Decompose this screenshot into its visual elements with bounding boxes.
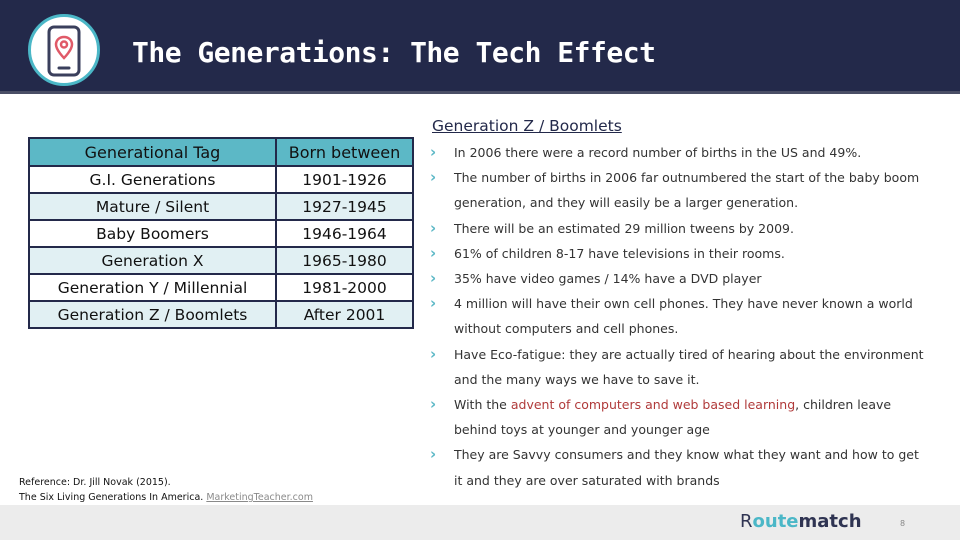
list-item: › The number of births in 2006 far outnum… [430, 165, 930, 215]
bullet-text: 61% of children 8-17 have televisions in… [454, 245, 785, 261]
generations-table: Generational Tag Born between G.I. Gener… [28, 137, 414, 329]
chevron-right-icon: › [430, 445, 437, 464]
chevron-right-icon: › [430, 344, 437, 363]
bullet-text: The number of births in 2006 far outnumb… [454, 170, 920, 211]
bullet-text: Have Eco-fatigue: they are actually tire… [454, 346, 924, 387]
reference-line-2: The Six Living Generations In America. M… [19, 490, 313, 505]
list-item: › 61% of children 8-17 have televisions i… [430, 241, 930, 266]
table-row: Baby Boomers 1946-1964 [28, 219, 414, 248]
column-header-tag: Generational Tag [28, 137, 277, 167]
bullet-text: 35% have video games / 14% have a DVD pl… [454, 271, 762, 287]
cell-born: After 2001 [275, 300, 414, 329]
bullet-text: 4 million will have their own cell phone… [454, 296, 913, 337]
cell-tag: Baby Boomers [28, 219, 277, 248]
cell-born: 1946-1964 [275, 219, 414, 248]
list-item: › Have Eco-fatigue: they are actually tir… [430, 342, 930, 392]
chevron-right-icon: › [430, 168, 437, 187]
chevron-right-icon: › [430, 269, 437, 288]
bullet-text-pre: With the [454, 397, 511, 413]
brand-part-match: match [798, 511, 862, 532]
bullet-text-post: , children leave behind toys at younger … [454, 397, 892, 438]
table-row: G.I. Generations 1901-1926 [28, 165, 414, 194]
list-item: › They are Savvy consumers and they know … [430, 442, 930, 492]
column-header-born: Born between [275, 137, 414, 167]
section-title: Generation Z / Boomlets [432, 117, 622, 135]
list-item: › 35% have video games / 14% have a DVD p… [430, 266, 930, 291]
cell-born: 1927-1945 [275, 192, 414, 221]
logo-badge [28, 14, 100, 86]
cell-tag: G.I. Generations [28, 165, 277, 194]
cell-tag: Generation Y / Millennial [28, 273, 277, 302]
table-row: Generation X 1965-1980 [28, 246, 414, 275]
table-row: Generation Z / Boomlets After 2001 [28, 300, 414, 329]
cell-tag: Mature / Silent [28, 192, 277, 221]
list-item: › With the advent of computers and web ba… [430, 392, 930, 442]
bullet-text: They are Savvy consumers and they know w… [454, 447, 919, 488]
cell-tag: Generation X [28, 246, 277, 275]
list-item: › 4 million will have their own cell phon… [430, 291, 930, 341]
phone-location-icon [47, 25, 81, 77]
table-row: Generation Y / Millennial 1981-2000 [28, 273, 414, 302]
table-row: Mature / Silent 1927-1945 [28, 192, 414, 221]
cell-born: 1981-2000 [275, 273, 414, 302]
reference-line-1: Reference: Dr. Jill Novak (2015). [19, 477, 171, 488]
page-title: The Generations: The Tech Effect [132, 36, 656, 69]
cell-born: 1965-1980 [275, 246, 414, 275]
reference-note: Reference: Dr. Jill Novak (2015). The Si… [19, 475, 313, 505]
reference-source: The Six Living Generations In America. [19, 492, 207, 503]
reference-link[interactable]: MarketingTeacher.com [206, 492, 313, 503]
chevron-right-icon: › [430, 294, 437, 313]
table-header-row: Generational Tag Born between [28, 137, 414, 167]
highlighted-text: advent of computers and web based learni… [510, 397, 796, 413]
chevron-right-icon: › [430, 395, 437, 414]
list-item: › In 2006 there were a record number of b… [430, 140, 930, 165]
footer-bar [0, 505, 960, 540]
bullet-list: › In 2006 there were a record number of b… [430, 140, 930, 493]
brand-logo: Routematch [740, 511, 862, 532]
brand-part-route: oute [752, 511, 799, 532]
bullet-text: In 2006 there were a record number of bi… [454, 145, 862, 160]
chevron-right-icon: › [430, 243, 437, 262]
page-number: 8 [900, 519, 906, 528]
cell-born: 1901-1926 [275, 165, 414, 194]
list-item: › There will be an estimated 29 million t… [430, 216, 930, 241]
cell-tag: Generation Z / Boomlets [28, 300, 277, 329]
bullet-text: There will be an estimated 29 million tw… [454, 220, 794, 236]
chevron-right-icon: › [430, 218, 437, 237]
chevron-right-icon: › [430, 143, 437, 161]
title-bar: The Generations: The Tech Effect [0, 0, 960, 94]
brand-letter: R [740, 511, 753, 532]
